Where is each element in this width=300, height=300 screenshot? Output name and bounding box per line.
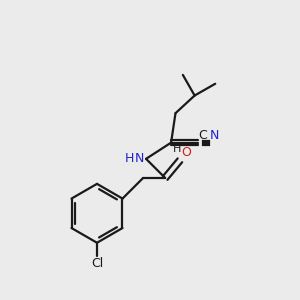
Text: H: H xyxy=(172,144,181,154)
Text: O: O xyxy=(182,146,191,159)
Text: C: C xyxy=(198,129,207,142)
Text: N: N xyxy=(210,129,219,142)
Text: N: N xyxy=(135,152,145,165)
Text: Cl: Cl xyxy=(91,257,103,271)
Text: H: H xyxy=(125,152,134,165)
